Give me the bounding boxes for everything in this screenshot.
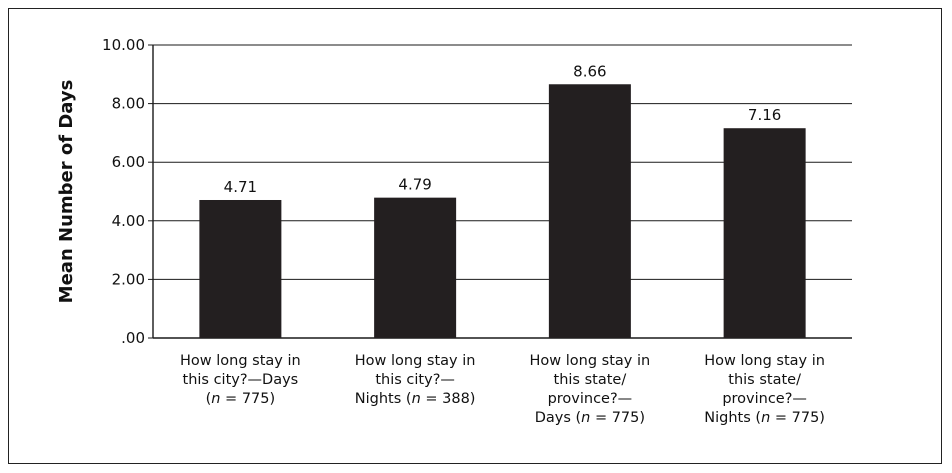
y-tick-label: 10.00 [102, 36, 145, 54]
y-tick-label: 2.00 [112, 270, 145, 288]
data-label: 8.66 [573, 62, 606, 80]
data-label: 4.79 [398, 176, 431, 194]
data-label: 4.71 [224, 178, 257, 196]
y-axis-label: Mean Number of Days [56, 80, 77, 304]
bar [199, 199, 282, 338]
category-label: How long stay in this city?—Days (n = 775) [180, 353, 301, 407]
y-tick-label: 6.00 [112, 153, 145, 171]
data-label: 7.16 [748, 106, 781, 124]
bar [723, 128, 806, 338]
y-axis-ticks: .00 2.00 4.00 6.00 8.00 10.00 [102, 36, 154, 347]
y-tick-label: 8.00 [112, 95, 145, 113]
y-tick-label: 4.00 [112, 212, 145, 230]
bar [548, 84, 631, 339]
data-labels: 4.71 4.79 8.66 7.16 [224, 62, 782, 196]
bar [374, 197, 457, 338]
bars [199, 84, 806, 339]
x-axis-categories: How long stay in this city?—Days (n = 775)… [180, 353, 825, 426]
category-label: How long stay in this state/province?— Nig… [704, 353, 825, 426]
category-label: How long stay in this state/province?— Day… [530, 353, 651, 426]
category-label: How long stay in this city?— Nights (n = 3… [355, 353, 476, 407]
y-tick-label: .00 [121, 329, 145, 347]
